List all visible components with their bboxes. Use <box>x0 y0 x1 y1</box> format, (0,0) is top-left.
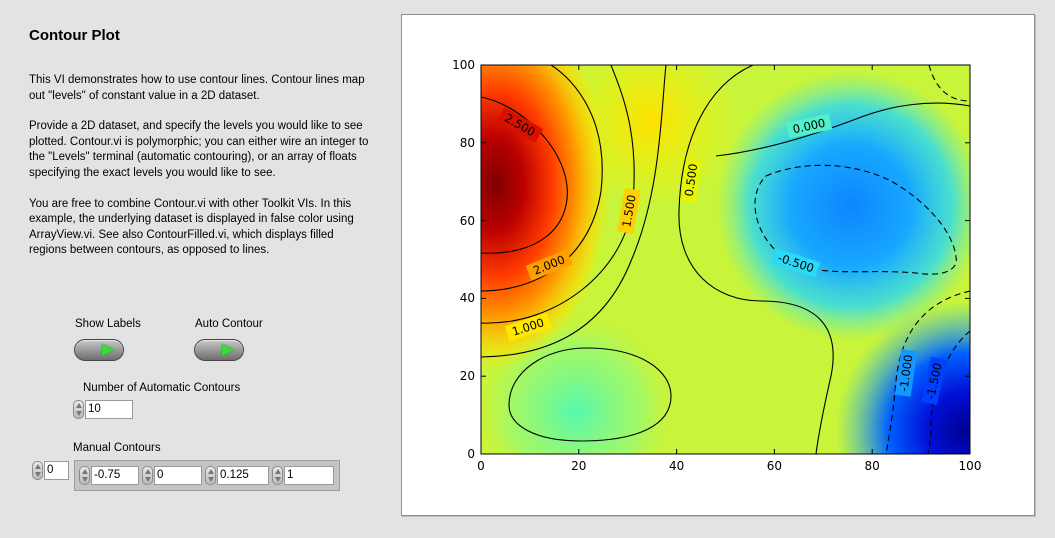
x-tick-label: 60 <box>767 459 782 473</box>
contour-label: 0.000 <box>791 116 826 137</box>
manual-contour-element: 0 <box>142 466 202 485</box>
show-labels-label: Show Labels <box>75 318 141 330</box>
y-tick-label: 100 <box>452 58 475 72</box>
contour-plot-panel: 2.500 2.000 1.500 1.000 0.500 0.000 -0.5… <box>401 14 1035 516</box>
auto-contour-label: Auto Contour <box>195 318 263 330</box>
contour-label: -1.000 <box>896 354 915 393</box>
x-tick-label: 20 <box>571 459 586 473</box>
x-axis-ticks <box>480 65 971 454</box>
heatmap-image: 2.500 2.000 1.500 1.000 0.500 0.000 -0.5… <box>481 65 970 454</box>
toggle-on-lamp-icon <box>102 344 114 356</box>
contour-2-0 <box>481 65 603 292</box>
increment-decrement-icon[interactable] <box>73 400 84 419</box>
contour-0-0-neg <box>928 65 970 102</box>
y-tick-label: 20 <box>460 369 475 383</box>
x-tick-label: 40 <box>669 459 684 473</box>
contour-label: 0.500 <box>682 163 700 198</box>
x-tick-label: 0 <box>477 459 485 473</box>
page-title: Contour Plot <box>29 27 120 44</box>
y-tick-label: 40 <box>460 291 475 305</box>
contour-label: 1.500 <box>619 194 639 229</box>
y-axis-labels: 0 20 40 60 80 100 <box>452 58 475 461</box>
contour-0-0 <box>715 102 970 157</box>
manual-contour-input[interactable]: 1 <box>284 466 334 485</box>
contour-1-0a <box>481 65 667 358</box>
auto-contour-toggle[interactable] <box>194 339 244 361</box>
plot-frame <box>480 64 971 455</box>
show-labels-toggle[interactable] <box>74 339 124 361</box>
manual-contour-element: 0.125 <box>205 466 269 485</box>
y-tick-label: 0 <box>467 447 475 461</box>
manual-contour-element: -0.75 <box>79 466 139 485</box>
increment-decrement-icon[interactable] <box>142 466 153 485</box>
manual-contour-element: 1 <box>272 466 334 485</box>
description-paragraph-3: You are free to combine Contour.vi with … <box>29 197 354 257</box>
manual-contour-input[interactable]: 0 <box>154 466 202 485</box>
contour-neg-1-0 <box>885 290 970 454</box>
increment-decrement-icon[interactable] <box>205 466 216 485</box>
auto-contours-input[interactable]: 10 <box>85 400 133 419</box>
array-index-input[interactable]: 0 <box>44 461 69 480</box>
description: This VI demonstrates how to use contour … <box>29 73 374 274</box>
contour-2-5 <box>481 96 568 254</box>
manual-contours-label: Manual Contours <box>73 442 161 454</box>
increment-decrement-icon[interactable] <box>272 466 283 485</box>
array-index-numeric: 0 <box>32 461 72 480</box>
auto-contours-label: Number of Automatic Contours <box>83 382 241 394</box>
x-tick-label: 100 <box>959 459 982 473</box>
y-tick-label: 80 <box>460 136 475 150</box>
y-tick-label: 60 <box>460 214 475 228</box>
manual-contour-input[interactable]: -0.75 <box>91 466 139 485</box>
x-tick-label: 80 <box>865 459 880 473</box>
x-axis-labels: 0 20 40 60 80 100 <box>477 459 981 473</box>
contour-plot-svg: 2.500 2.000 1.500 1.000 0.500 0.000 -0.5… <box>452 58 981 473</box>
contour-neg-1-5 <box>927 330 970 454</box>
y-axis-ticks <box>481 64 970 455</box>
auto-contours-numeric: 10 <box>73 400 135 419</box>
toggle-on-lamp-icon <box>222 344 234 356</box>
description-paragraph-2: Provide a 2D dataset, and specify the le… <box>29 120 369 179</box>
contour-0-5 <box>678 65 834 454</box>
increment-decrement-icon[interactable] <box>79 466 90 485</box>
contour-1-0b <box>508 347 672 442</box>
increment-decrement-icon[interactable] <box>32 461 43 480</box>
manual-contour-input[interactable]: 0.125 <box>217 466 269 485</box>
description-paragraph-1: This VI demonstrates how to use contour … <box>29 74 365 102</box>
